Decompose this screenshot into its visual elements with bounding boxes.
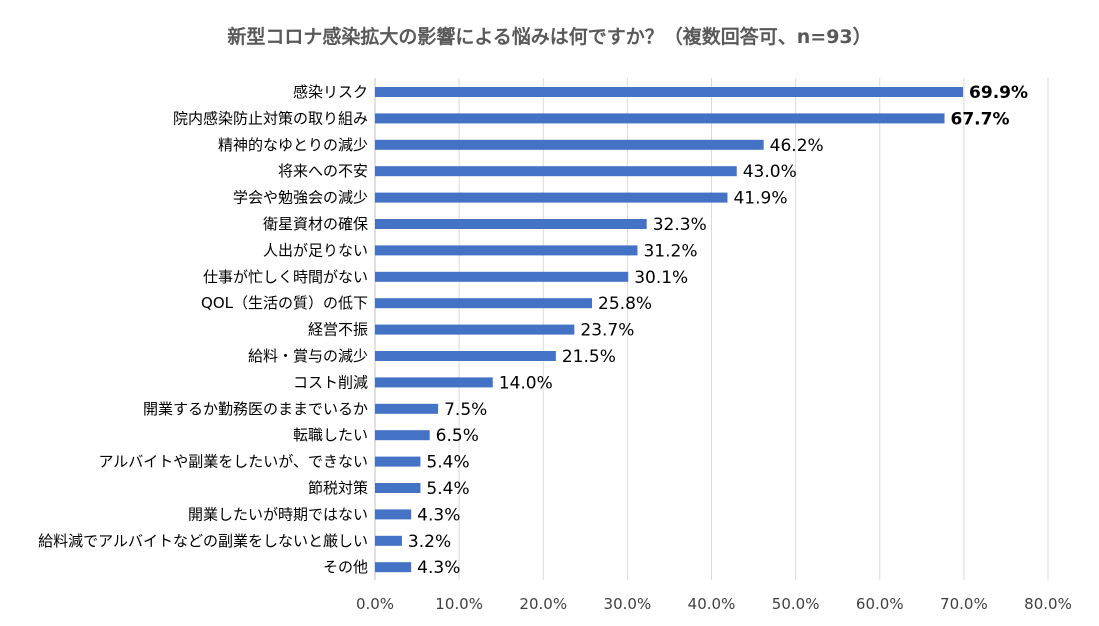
- category-label: 給料・賞与の減少: [248, 347, 368, 365]
- bar: [375, 483, 421, 493]
- data-label: 69.9%: [969, 83, 1028, 103]
- bar: [375, 245, 638, 256]
- x-tick-label: 10.0%: [435, 595, 483, 613]
- bar: [375, 456, 421, 467]
- category-label: 院内感染防止対策の取り組み: [173, 109, 368, 127]
- category-label: コスト削減: [293, 373, 368, 391]
- x-tick-label: 30.0%: [604, 595, 652, 613]
- data-label: 6.5%: [436, 426, 479, 446]
- data-label: 5.4%: [426, 479, 469, 499]
- bar: [375, 219, 647, 229]
- x-tick-label: 50.0%: [772, 595, 820, 613]
- bar: [375, 430, 430, 441]
- category-label: 転職したい: [293, 426, 368, 444]
- data-label: 14.0%: [499, 373, 553, 393]
- category-label: 開業したいが時期ではない: [188, 505, 368, 523]
- bar: [375, 298, 593, 309]
- x-tick-label: 0.0%: [356, 595, 394, 613]
- bar: [375, 377, 493, 388]
- category-label: 学会や勉強会の減少: [233, 189, 368, 207]
- category-label: 人出が足りない: [263, 241, 368, 259]
- x-tick-label: 40.0%: [688, 595, 736, 613]
- category-label: その他: [323, 558, 368, 576]
- bar: [375, 87, 964, 97]
- data-label: 30.1%: [634, 268, 688, 288]
- bar: [375, 403, 439, 414]
- chart-title: 新型コロナ感染拡大の影響による悩みは何ですか？（複数回答可、n=93）: [227, 26, 872, 48]
- data-label: 4.3%: [417, 558, 460, 578]
- data-label: 3.2%: [408, 532, 451, 552]
- bar: [375, 351, 556, 361]
- bar: [375, 271, 629, 282]
- category-label: アルバイトや副業をしたいが、できない: [98, 453, 368, 471]
- data-label: 67.7%: [951, 109, 1010, 129]
- data-label: 4.3%: [417, 505, 460, 525]
- category-label: QOL（生活の質）の低下: [201, 294, 368, 312]
- bar: [375, 535, 402, 546]
- data-label: 5.4%: [426, 453, 469, 473]
- x-tick-label: 20.0%: [519, 595, 567, 613]
- category-label: 経営不振: [308, 321, 368, 339]
- data-label: 25.8%: [598, 294, 652, 314]
- category-label: 精神的なゆとりの減少: [218, 136, 368, 154]
- bar: [375, 324, 575, 335]
- x-tick-label: 60.0%: [856, 595, 904, 613]
- category-label: 衛星資材の確保: [263, 215, 368, 233]
- data-label: 43.0%: [743, 162, 797, 182]
- data-label: 21.5%: [562, 347, 616, 367]
- bar: [375, 166, 737, 177]
- category-label: 感染リスク: [293, 83, 368, 101]
- data-label: 41.9%: [733, 189, 787, 209]
- x-tick-label: 70.0%: [940, 595, 988, 613]
- data-label: 7.5%: [444, 400, 487, 420]
- data-label: 23.7%: [580, 321, 634, 341]
- category-label: 給料減でアルバイトなどの副業をしないと厳しい: [38, 532, 368, 550]
- data-label: 46.2%: [770, 136, 824, 156]
- data-label: 32.3%: [653, 215, 707, 235]
- bar: [375, 192, 728, 203]
- category-label: 将来への不安: [278, 162, 368, 180]
- bar: [375, 139, 764, 150]
- bar: [375, 509, 412, 520]
- category-label: 仕事が忙しく時間がない: [203, 268, 368, 286]
- category-label: 開業するか勤務医のままでいるか: [143, 400, 368, 418]
- category-label: 節税対策: [308, 479, 368, 497]
- data-label: 31.2%: [643, 241, 697, 261]
- bar: [375, 113, 945, 124]
- x-tick-label: 80.0%: [1024, 595, 1072, 613]
- bar: [375, 562, 412, 573]
